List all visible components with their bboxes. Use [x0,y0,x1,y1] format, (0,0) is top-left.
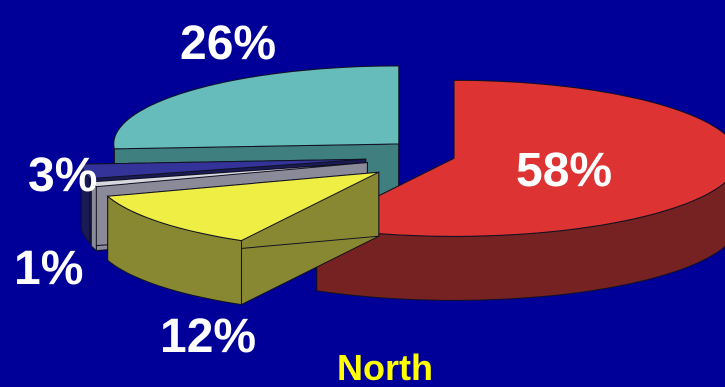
slice-label-3: 3% [28,149,98,202]
slice-label-1: 1% [14,242,84,295]
slice-label-26: 26% [180,17,277,70]
slice-top-face [80,158,366,180]
slice-top-face [113,65,400,150]
slice-12-percent [106,171,380,306]
slice-top-face [315,79,725,237]
slice-top-face [106,171,379,242]
slice-58-percent [315,79,725,301]
slice-top-face [90,162,368,188]
chart-title: North [337,347,433,387]
slice-label-12: 12% [160,310,257,363]
slice-label-58: 58% [516,144,613,197]
